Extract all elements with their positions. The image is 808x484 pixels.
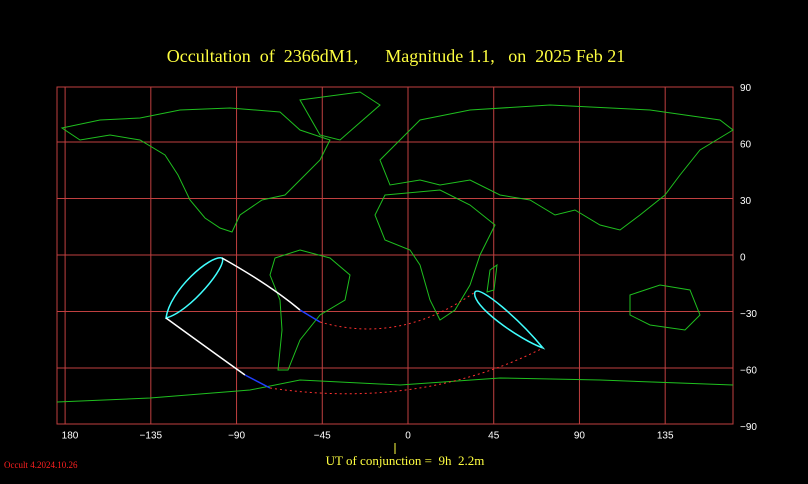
path-limit-north-dark bbox=[319, 291, 476, 330]
lat-label: −90 bbox=[740, 422, 757, 433]
antarctica bbox=[56, 377, 734, 403]
africa bbox=[374, 189, 496, 321]
path-limit-south-day bbox=[244, 374, 271, 389]
australia bbox=[629, 284, 701, 331]
shadow-outline-end bbox=[474, 290, 546, 350]
coastlines bbox=[56, 91, 734, 403]
madagascar bbox=[486, 263, 498, 293]
lon-label: −90 bbox=[228, 431, 245, 442]
lon-label: −135 bbox=[140, 431, 163, 442]
lon-label: −45 bbox=[314, 431, 331, 442]
lat-label: −30 bbox=[740, 309, 757, 320]
lat-label: −60 bbox=[740, 366, 757, 377]
version: Occult 4.2024.10.26 bbox=[4, 460, 78, 470]
path-limit-north-day bbox=[299, 309, 321, 323]
path-limit-south-dark bbox=[269, 347, 544, 395]
lon-label: 90 bbox=[574, 431, 586, 442]
title: Occultation of 2366dM1, Magnitude 1.1, o… bbox=[167, 46, 625, 66]
path-limit-north bbox=[221, 257, 301, 311]
shadow-outline-start bbox=[165, 257, 224, 320]
graticule bbox=[57, 87, 733, 424]
lat-label: 30 bbox=[740, 196, 752, 207]
map-frame bbox=[56, 86, 734, 425]
lat-label: 90 bbox=[740, 83, 752, 94]
path-limit-south bbox=[165, 317, 246, 376]
lon-label: 45 bbox=[488, 431, 500, 442]
eurasia bbox=[379, 104, 734, 231]
lon-label: 180 bbox=[62, 431, 79, 442]
lon-label: 0 bbox=[405, 431, 411, 442]
conjunction-time: UT of conjunction = 9h 2.2m bbox=[326, 453, 485, 468]
lat-label: 60 bbox=[740, 140, 752, 151]
south-america bbox=[269, 249, 351, 371]
shadow-path bbox=[165, 257, 546, 395]
lat-label: 0 bbox=[740, 253, 746, 264]
greenland bbox=[299, 91, 381, 141]
north-america bbox=[60, 107, 331, 233]
lon-label: 135 bbox=[657, 431, 674, 442]
